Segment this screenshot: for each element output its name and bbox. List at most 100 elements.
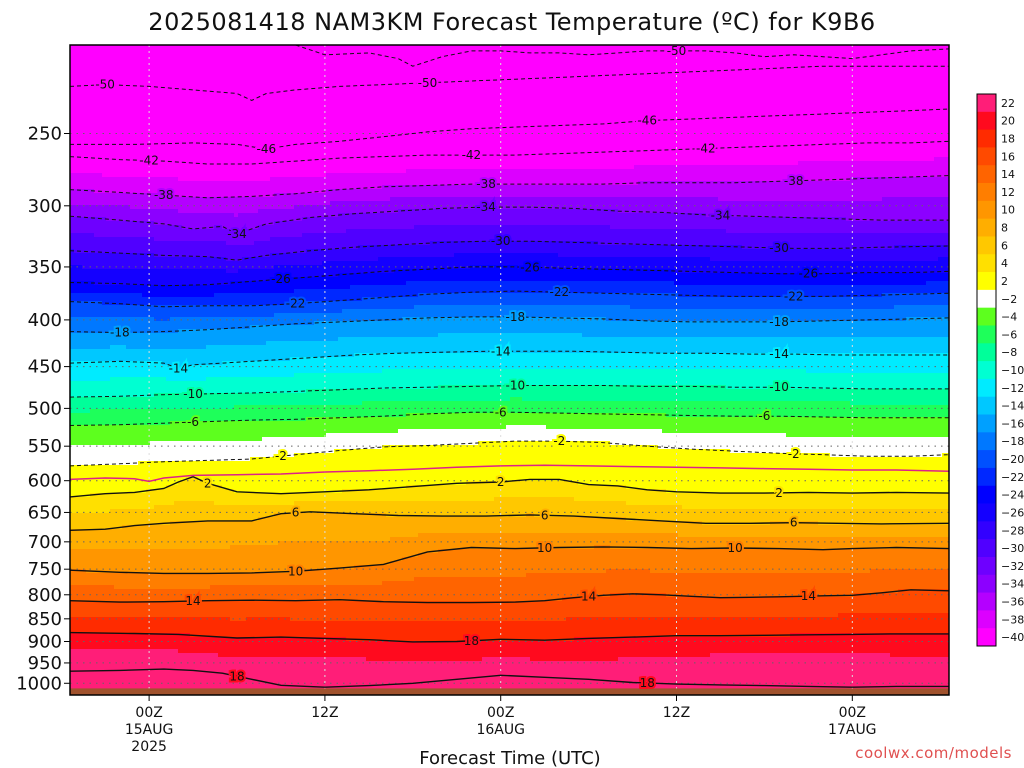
field-cell <box>74 417 79 422</box>
field-cell <box>78 81 83 86</box>
field-cell <box>74 505 79 510</box>
field-cell <box>78 565 83 570</box>
field-cell <box>90 129 95 134</box>
field-cell <box>78 641 83 646</box>
field-cell <box>82 333 87 338</box>
field-cell <box>86 385 91 390</box>
field-cell <box>74 289 79 294</box>
field-cell <box>86 337 91 342</box>
field-cell <box>82 289 87 294</box>
field-cell <box>74 353 79 358</box>
field-cell <box>78 121 83 126</box>
field-cell <box>74 433 79 438</box>
field-cell <box>82 401 87 406</box>
field-cell <box>90 293 95 298</box>
field-cell <box>74 81 79 86</box>
field-cell <box>82 109 87 114</box>
field-cell <box>90 485 95 490</box>
field-cell <box>78 209 83 214</box>
field-cell <box>82 513 87 518</box>
field-cell <box>90 113 95 118</box>
field-cell <box>78 621 83 626</box>
field-cell <box>86 405 91 410</box>
field-cell <box>90 49 95 54</box>
field-cell <box>78 433 83 438</box>
field-cell <box>90 117 95 122</box>
field-cell <box>82 581 87 586</box>
field-cell <box>86 221 91 226</box>
field-cell <box>90 161 95 166</box>
field-cell <box>74 457 79 462</box>
field-cell <box>86 637 91 642</box>
field-cell <box>78 365 83 370</box>
field-cell <box>78 589 83 594</box>
field-cell <box>74 461 79 466</box>
field-cell <box>86 497 91 502</box>
field-cell <box>82 97 87 102</box>
field-cell <box>78 665 83 670</box>
field-cell <box>78 413 83 418</box>
field-cell <box>78 537 83 542</box>
field-cell <box>86 73 91 78</box>
field-cell <box>90 197 95 202</box>
field-cell <box>78 585 83 590</box>
field-cell <box>90 261 95 266</box>
field-cell <box>74 181 79 186</box>
field-cell <box>82 645 87 650</box>
field-cell <box>78 605 83 610</box>
field-cell <box>90 553 95 558</box>
field-cell <box>74 117 79 122</box>
field-cell <box>90 57 95 62</box>
field-cell <box>78 653 83 658</box>
field-cell <box>86 81 91 86</box>
field-cell <box>78 397 83 402</box>
field-cell <box>74 105 79 110</box>
field-cell <box>86 645 91 650</box>
field-cell <box>82 101 87 106</box>
field-cell <box>86 653 91 658</box>
field-cell <box>82 665 87 670</box>
field-cell <box>86 213 91 218</box>
field-cell <box>90 385 95 390</box>
field-cell <box>78 637 83 642</box>
field-cell <box>86 621 91 626</box>
field-cell <box>90 577 95 582</box>
field-cell <box>86 625 91 630</box>
field-cell <box>78 49 83 54</box>
field-cell <box>82 525 87 530</box>
field-cell <box>86 201 91 206</box>
field-cell <box>78 281 83 286</box>
field-cell <box>86 153 91 158</box>
field-cell <box>90 153 95 158</box>
field-cell <box>86 113 91 118</box>
field-cell <box>82 165 87 170</box>
field-cell <box>86 241 91 246</box>
field-cell <box>82 405 87 410</box>
field-cell <box>74 245 79 250</box>
field-cell <box>74 61 79 66</box>
field-cell <box>78 345 83 350</box>
field-cell <box>74 173 79 178</box>
field-cell <box>82 369 87 374</box>
field-cell <box>86 237 91 242</box>
field-cell <box>74 157 79 162</box>
field-cell <box>74 225 79 230</box>
field-cell <box>86 561 91 566</box>
field-cell <box>74 257 79 262</box>
field-cell <box>90 413 95 418</box>
field-cell <box>90 605 95 610</box>
field-cell <box>74 453 79 458</box>
field-cell <box>82 229 87 234</box>
field-cell <box>90 305 95 310</box>
field-cell <box>78 501 83 506</box>
field-cell <box>86 469 91 474</box>
field-cell <box>78 257 83 262</box>
field-cell <box>90 317 95 322</box>
field-cell <box>90 337 95 342</box>
field-cell <box>90 121 95 126</box>
field-cell <box>74 633 79 638</box>
field-cell <box>82 53 87 58</box>
field-cell <box>86 453 91 458</box>
field-cell <box>78 89 83 94</box>
field-cell <box>82 633 87 638</box>
